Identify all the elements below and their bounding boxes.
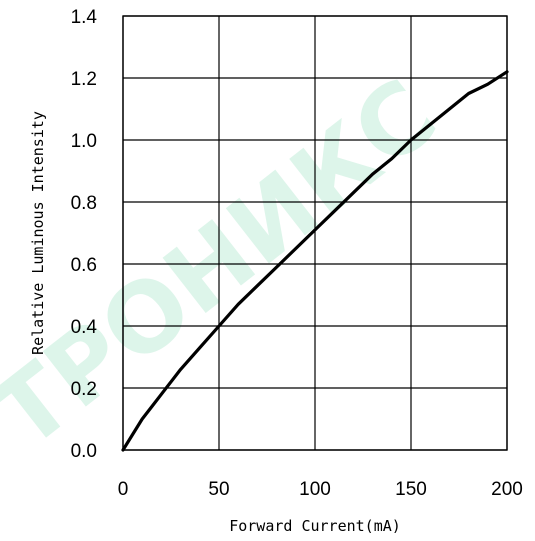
series-line [121, 70, 509, 452]
y-tick-label: 0.4 [71, 317, 98, 338]
y-tick-label: 1.0 [71, 131, 97, 152]
grid [122, 15, 508, 451]
x-tick-label: 0 [118, 479, 129, 500]
y-tick-label: 1.4 [71, 7, 98, 28]
x-tick-label: 100 [299, 479, 331, 500]
x-tick-label: 50 [208, 479, 229, 500]
y-axis-ticks: 0.0 0.2 0.4 0.6 0.8 1.0 1.2 1.4 [71, 7, 98, 462]
y-tick-label: 1.2 [71, 69, 97, 90]
y-tick-label: 0.0 [71, 441, 97, 462]
plot-frame [122, 15, 508, 451]
x-tick-label: 200 [491, 479, 523, 500]
y-tick-label: 0.2 [71, 379, 97, 400]
x-axis-ticks: 0 50 100 150 200 [118, 479, 523, 500]
x-axis-label: Forward Current(mA) [229, 517, 401, 535]
y-tick-label: 0.6 [71, 255, 97, 276]
x-tick-label: 150 [395, 479, 427, 500]
y-axis-label: Relative Luminous Intensity [29, 111, 47, 355]
y-tick-label: 0.8 [71, 193, 97, 214]
